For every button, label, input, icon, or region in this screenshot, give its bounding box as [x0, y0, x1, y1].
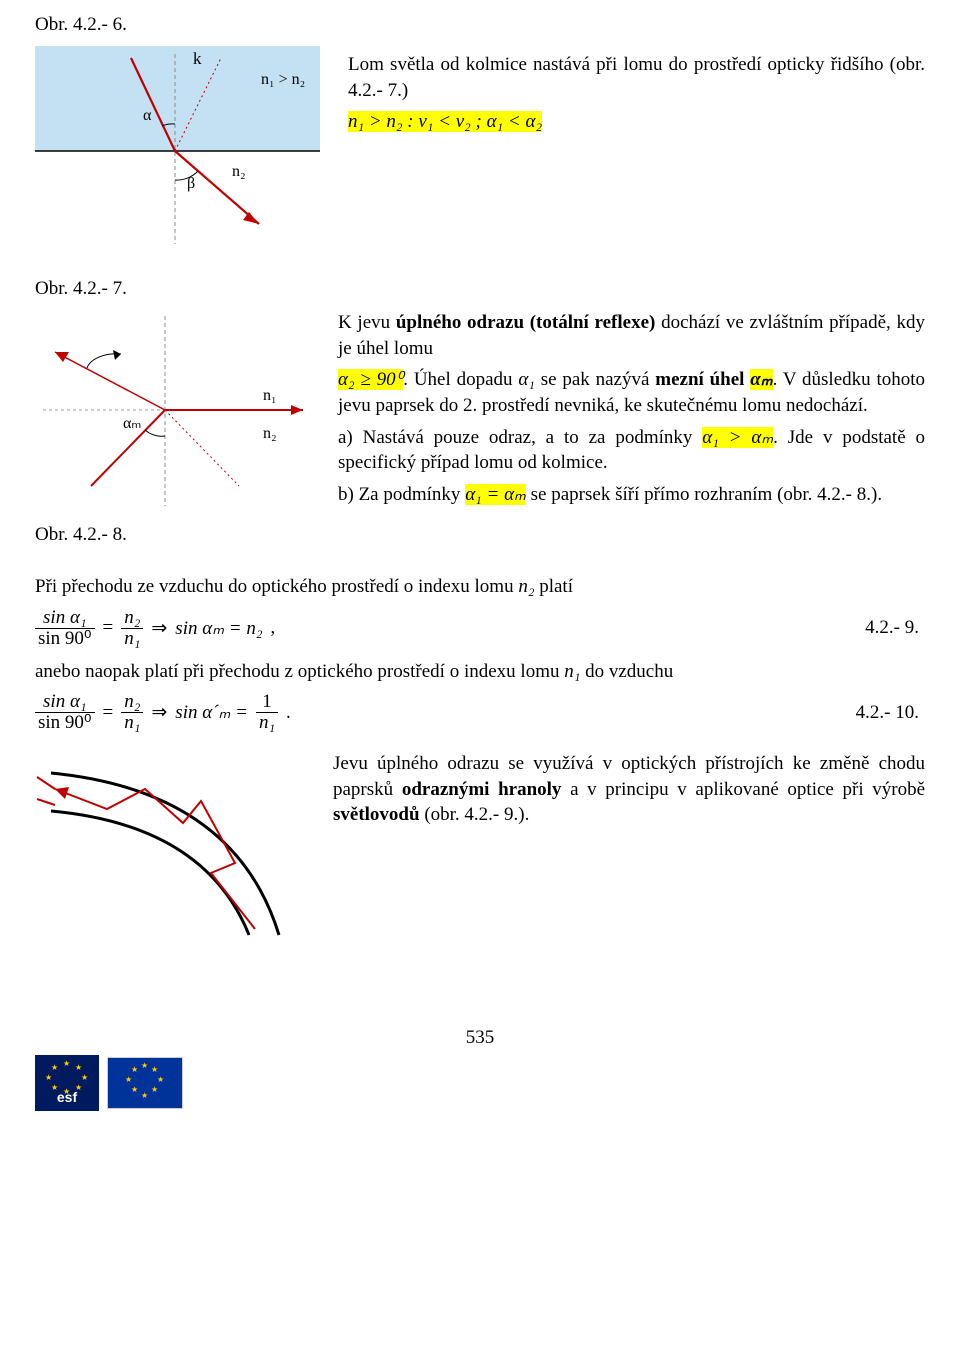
fig8-label: Obr. 4.2.- 8. — [35, 524, 925, 546]
p4a: b) Za podmínky — [338, 484, 465, 505]
p2e: αₘ — [750, 369, 772, 390]
e1d2: n₁ — [121, 628, 143, 649]
eq2: sin α₁ sin 90⁰ = n₂ n₁ ⇒ sin α´ₘ = 1 n₁ … — [35, 692, 925, 733]
tm3: do vzduchu — [580, 661, 673, 682]
eq1num: 4.2.- 9. — [865, 617, 925, 639]
fig6-text: Lom světla od kolmice nastává při lomu d… — [348, 52, 925, 103]
p1a: K jevu — [338, 312, 396, 333]
p1b: úplného odrazu (totální reflexe) — [396, 312, 656, 333]
svg-text:αₘ: αₘ — [123, 415, 141, 432]
e2n3: 1 — [259, 692, 275, 712]
ti1b: n₂ — [518, 576, 534, 597]
p2d: mezní úhel — [655, 369, 750, 390]
eq1: sin α₁ sin 90⁰ = n₂ n₁ ⇒ sin αₘ = n₂ , 4… — [35, 608, 925, 649]
eq2num: 4.2.- 10. — [856, 702, 925, 724]
page-number: 535 — [35, 1027, 925, 1049]
fig7-label: Obr. 4.2.- 7. — [35, 278, 925, 300]
fig6-diagram: k α β n₁ > n₂ n₂ — [35, 46, 320, 252]
p3a: a) Nastává pouze odraz, a to za podmínky — [338, 427, 702, 448]
e1n1: sin α₁ — [40, 608, 90, 628]
ft3: a v principu v aplikované optice při výr… — [561, 779, 925, 800]
e2d1: sin 90⁰ — [35, 712, 95, 733]
e2d2: n₁ — [121, 712, 143, 733]
ti1c: platí — [534, 576, 573, 597]
e1r: sin αₘ = n₂ — [175, 617, 262, 640]
esf-logo: ★ ★ ★ ★ ★ ★ ★ ★ esf — [35, 1055, 99, 1111]
p2a: . Úhel dopadu — [403, 369, 518, 390]
footer-logos: ★ ★ ★ ★ ★ ★ ★ ★ esf ★ ★ ★ ★ ★ ★ ★ ★ — [35, 1055, 925, 1111]
e1n2: n₂ — [121, 608, 143, 628]
svg-text:n₂: n₂ — [263, 425, 277, 442]
fig8-diagram: αₘ n₁ n₂ — [35, 310, 310, 516]
eu-flag: ★ ★ ★ ★ ★ ★ ★ ★ — [107, 1057, 183, 1109]
svg-text:n₂: n₂ — [232, 163, 246, 180]
tm2: n₁ — [564, 661, 580, 682]
p2b: α₁ — [518, 369, 535, 390]
trans-mid: anebo naopak platí při přechodu z optick… — [35, 659, 925, 685]
e2l: sin α´ₘ = — [175, 701, 248, 724]
ft2: odraznými hranoly — [402, 779, 562, 800]
ft4: světlovodů — [333, 804, 420, 825]
fig6-eq: n₁ > n₂ : v₁ < v₂ ; α₁ < α₂ — [348, 109, 925, 135]
trans-intro1: Při přechodu ze vzduchu do optického pro… — [35, 574, 925, 600]
p1: K jevu úplného odrazu (totální reflexe) … — [338, 310, 925, 361]
p4: b) Za podmínky α₁ = αₘ se paprsek šíří p… — [338, 482, 925, 508]
svg-text:n₁: n₁ — [263, 387, 277, 404]
e1d1: sin 90⁰ — [35, 628, 95, 649]
ti1a: Při přechodu ze vzduchu do optického pro… — [35, 576, 518, 597]
tm1: anebo naopak platí při přechodu z optick… — [35, 661, 564, 682]
p2: α₂ ≥ 90⁰. Úhel dopadu α₁ se pak nazývá m… — [338, 367, 925, 418]
e2d3: n₁ — [256, 712, 278, 733]
svg-text:n₁ > n₂: n₁ > n₂ — [261, 71, 305, 88]
fiber-diagram — [35, 751, 305, 947]
svg-text:k: k — [193, 49, 202, 68]
svg-text:β: β — [187, 175, 195, 192]
p4c: se paprsek šíří přímo rozhraním (obr. 4.… — [526, 484, 882, 505]
fiber-text: Jevu úplného odrazu se využívá v optický… — [333, 751, 925, 828]
ft5: (obr. 4.2.- 9.). — [420, 804, 530, 825]
p2c: se pak nazývá — [535, 369, 655, 390]
e2n1: sin α₁ — [40, 692, 90, 712]
p3: a) Nastává pouze odraz, a to za podmínky… — [338, 425, 925, 476]
fig6-label: Obr. 4.2.- 6. — [35, 14, 925, 36]
e2n2: n₂ — [121, 692, 143, 712]
svg-text:α: α — [143, 107, 152, 124]
eq-a2: α₂ ≥ 90⁰ — [338, 369, 403, 390]
p4b: α₁ = αₘ — [465, 484, 526, 505]
fig6-eq-hl: n₁ > n₂ : v₁ < v₂ ; α₁ < α₂ — [348, 111, 542, 132]
p3b: α₁ > αₘ — [702, 427, 773, 448]
